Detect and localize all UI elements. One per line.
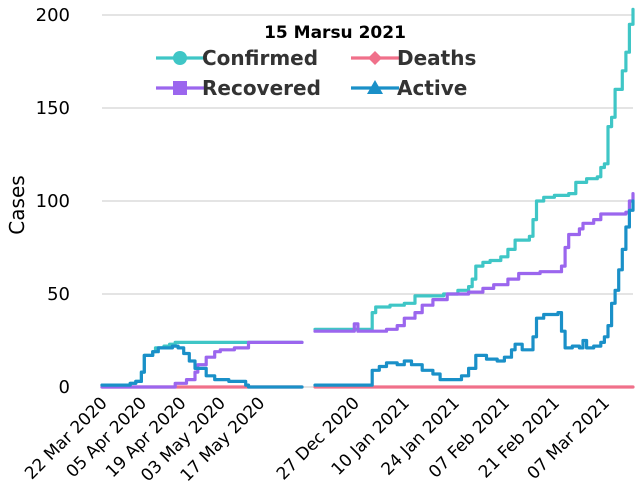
y-tick-label: 0 <box>59 377 70 398</box>
legend-label: Deaths <box>397 46 476 70</box>
y-tick-label: 150 <box>36 98 70 119</box>
series-line-confirmed <box>100 7 635 387</box>
legend-marker-triangle <box>367 80 383 94</box>
series-line-active <box>100 199 635 389</box>
legend-item-confirmed: Confirmed <box>156 46 318 70</box>
series-lines <box>100 7 635 389</box>
legend-item-active: Active <box>351 76 467 100</box>
y-tick-label: 200 <box>36 5 70 26</box>
legend-label: Active <box>397 76 467 100</box>
y-axis-label: Cases <box>5 175 29 234</box>
chart-title: 15 Marsu 2021 <box>264 23 406 43</box>
legend-item-deaths: Deaths <box>351 46 476 70</box>
legend-marker-circle <box>173 51 187 65</box>
y-tick-label: 100 <box>36 191 70 212</box>
legend-marker-diamond <box>368 51 382 65</box>
y-tick-label: 50 <box>47 284 70 305</box>
legend-label: Confirmed <box>202 46 318 70</box>
legend-label: Recovered <box>202 76 321 100</box>
legend-marker-square <box>173 81 187 95</box>
legend: Confirmed Deaths Recovered Active <box>156 46 476 100</box>
series-line-recovered <box>100 192 635 389</box>
legend-item-recovered: Recovered <box>156 76 321 100</box>
y-axis: 0 50 100 150 200 <box>36 5 70 398</box>
